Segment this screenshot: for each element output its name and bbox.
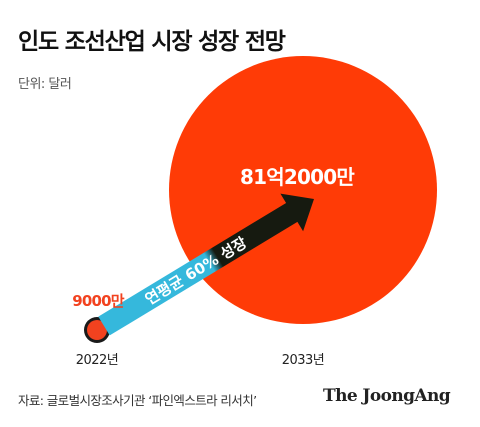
bubble-2033 xyxy=(169,56,437,324)
chart-title: 인도 조선산업 시장 성장 전망 xyxy=(18,29,286,55)
bubble-2022 xyxy=(87,320,107,340)
category-label-2022: 2022년 xyxy=(76,353,119,368)
source-note: 자료: 글로벌시장조사기관 ‘파인엑스트라 리서치’ xyxy=(18,393,257,408)
growth-arrow xyxy=(98,193,314,336)
unit-label: 단위: 달러 xyxy=(18,77,72,92)
value-label-2033: 81억2000만 xyxy=(240,165,355,189)
brand-logo: The JoongAng xyxy=(323,386,451,406)
value-label-2022: 9000만 xyxy=(72,292,125,310)
category-label-2033: 2033년 xyxy=(282,353,325,368)
